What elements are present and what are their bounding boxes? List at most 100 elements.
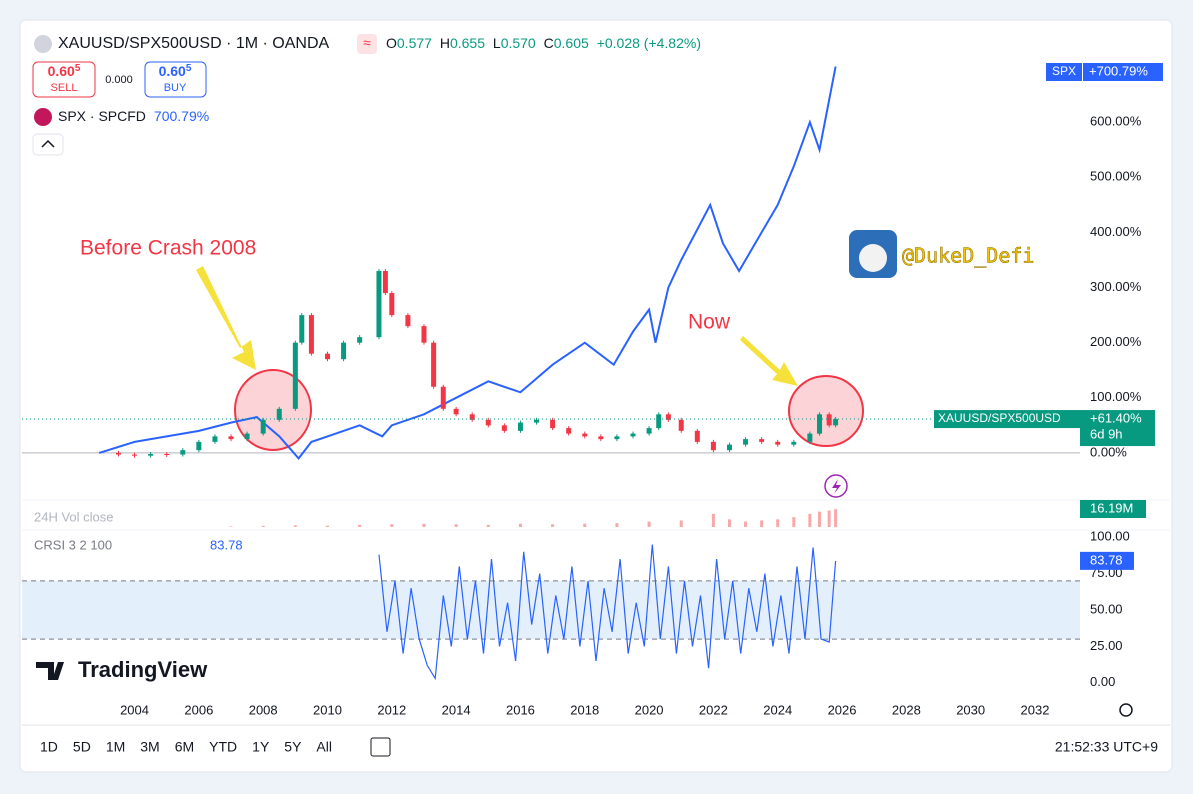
candle — [260, 419, 266, 434]
candle — [833, 419, 839, 426]
x-tick-label: 2028 — [892, 702, 921, 717]
arrow — [196, 266, 256, 370]
highlight-circle — [234, 369, 312, 451]
symbol-title: XAUUSD/SPX500USD · 1M · OANDA — [58, 35, 330, 52]
candle — [566, 428, 572, 434]
sell-button[interactable] — [32, 61, 96, 98]
x-tick-label: 2004 — [120, 702, 149, 717]
y-tick-label: 600.00% — [1090, 114, 1142, 129]
x-tick-label: 2014 — [442, 702, 471, 717]
candle — [517, 422, 523, 431]
sell-price: 0.605 — [48, 63, 81, 79]
countdown: 6d 9h — [1090, 426, 1123, 441]
candle — [180, 450, 186, 455]
sell-price-main: 0.60 — [48, 63, 75, 79]
candle — [726, 444, 732, 451]
h-key: H — [440, 35, 450, 51]
x-tick-label: 2010 — [313, 702, 342, 717]
icon-glyph: ≈ — [363, 35, 371, 51]
candle — [665, 414, 671, 420]
range-button[interactable]: All — [316, 739, 332, 755]
buy-button[interactable] — [144, 61, 207, 98]
volume-bar — [326, 525, 330, 527]
collapse-button[interactable] — [32, 133, 64, 156]
close-icon[interactable] — [34, 35, 52, 53]
range-button[interactable]: YTD — [209, 739, 237, 755]
change: +0.028 (+4.82%) — [597, 35, 701, 51]
x-tick-label: 2030 — [956, 702, 985, 717]
settings-icon[interactable] — [1119, 703, 1133, 717]
candle — [148, 454, 154, 456]
price-tag-value: +61.40% — [1090, 410, 1142, 425]
candle — [132, 454, 138, 456]
value-tag-text: 16.19M — [1090, 500, 1133, 515]
c-key: C — [544, 35, 554, 51]
candle — [469, 414, 475, 420]
volume-bar — [679, 520, 683, 527]
candle — [115, 452, 121, 455]
l-key: L — [493, 35, 501, 51]
volume-bar — [818, 511, 822, 527]
price-tag — [1083, 63, 1163, 81]
candle — [826, 414, 832, 426]
candle — [710, 441, 716, 451]
x-tick-label: 2008 — [249, 702, 278, 717]
candle — [646, 428, 652, 434]
volume-bar — [551, 524, 555, 527]
candle — [656, 414, 662, 429]
volume-bar — [727, 519, 731, 527]
value-tag — [1080, 551, 1134, 570]
candle — [453, 408, 459, 415]
buy-price: 0.605 — [159, 63, 192, 79]
alert-icon[interactable] — [824, 474, 848, 498]
volume-bar — [229, 526, 233, 527]
candle — [376, 271, 382, 338]
candle — [485, 419, 491, 426]
legend-name: SPX · SPCFD — [58, 108, 146, 124]
candle — [389, 293, 395, 316]
range-button[interactable]: 1M — [106, 739, 125, 755]
spx-icon — [34, 108, 52, 126]
volume-bar — [792, 517, 796, 527]
range-button[interactable]: 1Y — [252, 739, 270, 755]
price-tag-name: XAUUSD/SPX500USD — [938, 411, 1061, 425]
volume-bar — [454, 524, 458, 527]
candle — [357, 337, 363, 343]
candle — [276, 408, 282, 420]
candle — [440, 386, 446, 409]
candle — [791, 441, 797, 445]
range-button[interactable]: 6M — [175, 739, 194, 755]
volume-bar — [760, 520, 764, 527]
pane-title: CRSI 3 2 100 — [34, 537, 112, 552]
candle — [299, 315, 305, 343]
candle — [743, 439, 749, 445]
pane-value: 83.78 — [210, 537, 243, 552]
candle — [759, 439, 765, 442]
volume-bar — [518, 523, 522, 527]
o-val: 0.577 — [397, 35, 432, 51]
volume-bar — [834, 509, 838, 527]
legend-value: 700.79% — [154, 108, 209, 124]
x-tick-label: 2020 — [635, 702, 664, 717]
candle — [325, 353, 331, 360]
y-tick-label: 200.00% — [1090, 334, 1142, 349]
date-range-icon[interactable] — [370, 737, 391, 757]
candle — [196, 441, 202, 451]
ohlc: O0.577 H0.655 L0.570 C0.605 +0.028 (+4.8… — [386, 35, 701, 51]
annotation: Now — [688, 311, 731, 334]
volume-bar — [615, 523, 619, 527]
oanda-icon — [357, 34, 377, 54]
candle — [292, 342, 298, 409]
clock: 21:52:33 UTC+9 — [1055, 739, 1158, 755]
volume-bar — [776, 519, 780, 527]
candle — [501, 425, 507, 431]
x-tick-label: 2022 — [699, 702, 728, 717]
range-button[interactable]: 1D — [40, 739, 58, 755]
arrow — [740, 336, 798, 386]
y-tick-label: 500.00% — [1090, 169, 1142, 184]
range-button[interactable]: 5Y — [284, 739, 302, 755]
range-button[interactable]: 5D — [73, 739, 91, 755]
volume-bar — [647, 521, 651, 527]
range-button[interactable]: 3M — [140, 739, 159, 755]
